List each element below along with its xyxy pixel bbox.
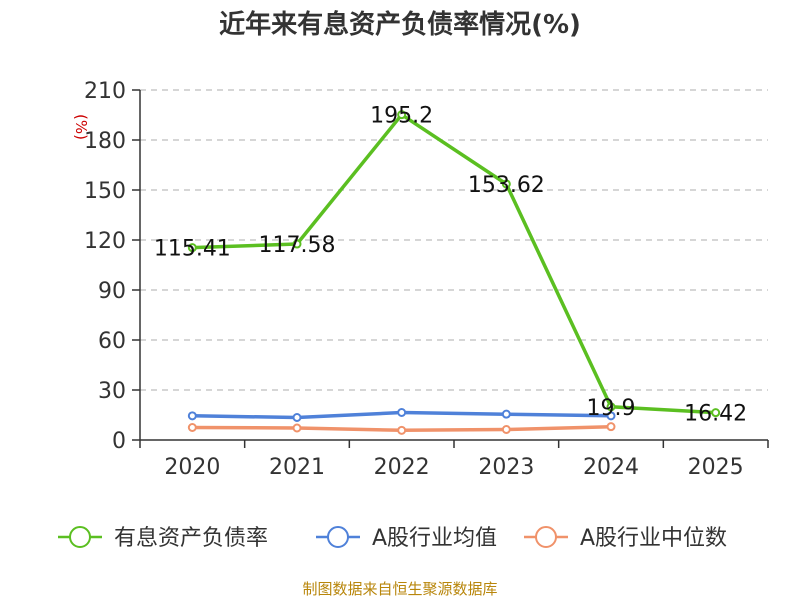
axes: 0 30 60 90 120 150 180 210 2020 2021 2022 2023 2024 2… [84,79,769,480]
legend-item[interactable]: A股行业中位数 [524,526,727,551]
y-tick-label: 180 [84,129,126,154]
data-label: 115.41 [154,237,231,262]
data-point [292,423,302,433]
data-point [606,402,616,412]
legend[interactable]: 有息资产负债率 A股行业均值 A股行业中位数 [58,526,727,551]
data-point [187,411,197,421]
chart-title: 近年来有息资产负债率情况(%) [219,9,581,40]
legend-marker [327,526,349,548]
x-tick-label: 2025 [688,455,744,480]
y-tick-label: 150 [84,179,126,204]
data-label: 19.9 [587,396,636,421]
data-point [501,425,511,434]
x-tick-label: 2023 [478,455,534,480]
y-tick-label: 60 [98,329,126,354]
data-point [606,411,616,421]
data-point [292,239,302,249]
x-tick-label: 2021 [269,455,325,480]
legend-marker [535,526,557,548]
legend-label: 有息资产负债率 [114,526,268,551]
data-point [397,425,407,435]
x-tick-label: 2022 [374,455,430,480]
legend-marker [69,526,91,548]
y-tick-label: 120 [84,229,126,254]
series-layer [187,110,721,435]
grid-lines [140,89,768,391]
y-tick-label: 210 [84,79,126,104]
data-label: 195.2 [370,104,433,129]
y-axis-unit: (%) [72,114,90,140]
y-tick-label: 30 [98,379,126,404]
legend-label: A股行业中位数 [580,526,727,551]
x-tick-label: 2024 [583,455,639,480]
data-point [397,110,407,120]
data-point [501,409,511,419]
data-labels: 115.41 117.58 195.2 153.62 19.9 16.42 [154,104,747,427]
data-label: 117.58 [259,233,336,258]
y-tick-label: 90 [98,279,126,304]
data-point [187,423,197,432]
data-label: 153.62 [468,173,545,198]
y-tick-label: 0 [112,429,126,454]
data-point [397,408,407,417]
data-point [501,179,511,189]
legend-item[interactable]: A股行业均值 [316,526,497,551]
legend-label: A股行业均值 [372,526,497,551]
x-tick-label: 2020 [164,455,220,480]
data-label: 16.42 [684,402,747,427]
data-point [606,422,616,432]
data-point [292,413,302,422]
series-line [192,112,716,415]
data-point [187,243,197,253]
data-point [711,408,721,418]
legend-item[interactable]: 有息资产负债率 [58,526,268,551]
source-note: 制图数据来自恒生聚源数据库 [302,580,497,598]
